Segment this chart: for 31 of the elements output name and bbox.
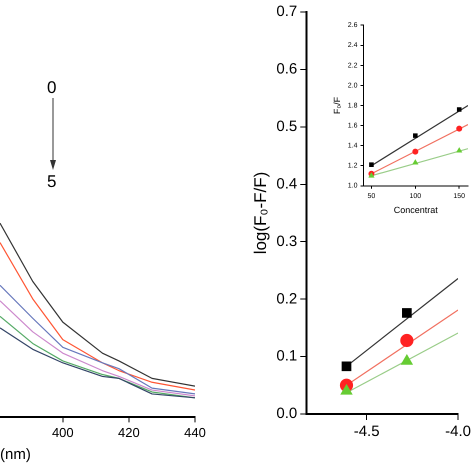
point [400,334,414,348]
y-tick-label: 0.0 [276,405,298,422]
y-tick-label: 0.2 [276,290,298,308]
point [412,160,418,165]
point [456,107,462,112]
y-tick-label: 0.4 [276,175,298,192]
y-tick-label: 0.5 [276,118,298,135]
y-tick-label: 0.6 [276,60,298,78]
y-axis-title: F₀/F [332,96,342,114]
x-tick-label: 420 [118,424,140,440]
y-tick-label: 0.3 [276,232,298,250]
point [456,148,462,152]
x-tick-label: 400 [52,424,74,440]
point [401,354,413,365]
x-axis-title: Concentrat [394,205,438,216]
x-tick-label: 440 [184,424,206,440]
x-tick-label: -4.5 [354,423,380,440]
point [369,162,374,168]
point [456,126,462,132]
point [413,133,418,138]
y-axis-title: log(F₀-F/F) [250,172,270,254]
point [342,361,352,372]
y-tick-label: 0.1 [276,348,298,365]
x-tick-label: -4.0 [445,423,472,440]
point [412,148,418,155]
point [340,384,352,395]
text: 0 [47,78,56,98]
x-axis-title: (nm) [0,446,31,464]
point [402,308,412,318]
y-tick-label: 0.7 [276,3,298,20]
text: 5 [47,172,56,192]
